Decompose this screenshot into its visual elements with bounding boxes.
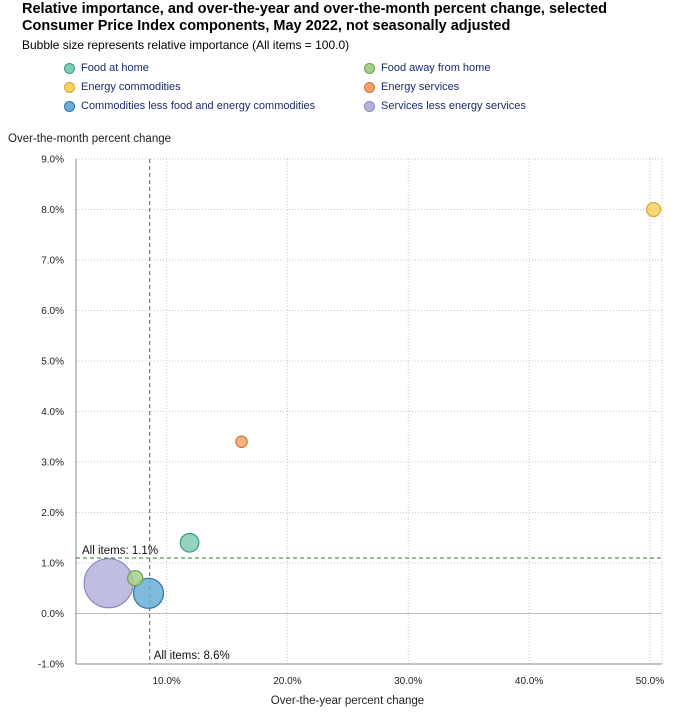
legend-swatch (64, 62, 75, 74)
legend-item-commodities-less-food-energy[interactable]: Commodities less food and energy commodi… (64, 100, 315, 112)
legend-swatch (364, 81, 375, 93)
y-axis-label: Over-the-month percent change (8, 133, 172, 145)
y-tick-label: 5.0% (41, 357, 64, 368)
legend-item-energy-services[interactable]: Energy services (364, 81, 459, 93)
bubble-food-at-home (179, 532, 200, 553)
y-tick-label: 0.0% (41, 609, 64, 620)
legend-item-services-less-energy[interactable]: Services less energy services (364, 100, 526, 112)
all-items-mom-annotation: All items: 1.1% (82, 545, 158, 557)
legend-label: Food away from home (381, 62, 491, 74)
legend-label: Food at home (81, 62, 149, 74)
y-tick-label: 8.0% (41, 205, 64, 216)
legend-label: Services less energy services (381, 100, 526, 112)
chart-subtitle: Bubble size represents relative importan… (22, 38, 350, 52)
bubble-energy-services (235, 435, 248, 449)
y-tick-label: 9.0% (41, 155, 64, 166)
legend-swatch (64, 81, 75, 93)
x-tick-label: 10.0% (152, 676, 180, 687)
bubble-services-less-energy-services (83, 558, 134, 609)
bubble-food-away-from-home (127, 569, 144, 587)
all-items-yoy-annotation: All items: 8.6% (154, 650, 230, 662)
legend-label: Commodities less food and energy commodi… (81, 100, 316, 112)
legend-item-food-at-home[interactable]: Food at home (64, 62, 149, 74)
legend-item-food-away-from-home[interactable]: Food away from home (364, 62, 490, 74)
x-tick-label: 30.0% (394, 676, 422, 687)
legend-swatch (364, 62, 375, 74)
y-tick-label: 7.0% (41, 256, 64, 267)
legend-label: Energy services (381, 81, 460, 93)
bubble-commodities-less-food-and-energy-commodities (132, 577, 165, 609)
y-tick-label: 2.0% (41, 508, 64, 519)
bubble-energy-commodities (645, 201, 662, 218)
y-tick-label: 3.0% (41, 458, 64, 469)
chart-title: Relative importance, and over-the-year a… (22, 1, 607, 34)
legend-item-energy-commodities[interactable]: Energy commodities (64, 81, 181, 93)
x-tick-label: 50.0% (636, 676, 664, 687)
y-tick-label: 4.0% (41, 407, 64, 418)
legend-swatch (64, 100, 75, 112)
x-tick-label: 40.0% (515, 676, 543, 687)
legend-swatch (364, 100, 375, 112)
x-axis-label: Over-the-year percent change (270, 695, 425, 707)
y-tick-label: 1.0% (41, 559, 64, 570)
y-tick-label: 6.0% (41, 306, 64, 317)
legend-label: Energy commodities (81, 81, 181, 93)
y-tick-label: -1.0% (38, 660, 64, 671)
x-tick-label: 20.0% (273, 676, 301, 687)
